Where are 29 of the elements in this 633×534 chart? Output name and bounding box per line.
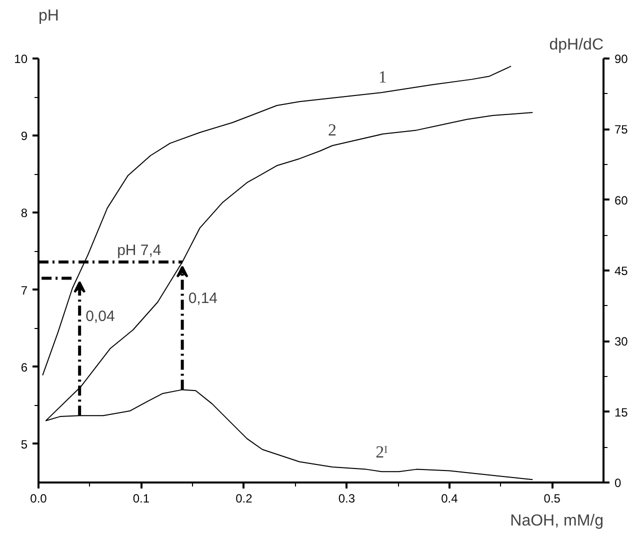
y-tick-label: 9 (20, 129, 28, 144)
series-label: pH 7,4 (117, 242, 162, 260)
y-tick-label: 7 (20, 283, 28, 298)
y2-tick-label: 45 (614, 264, 628, 278)
y2-tick-label: 60 (614, 193, 628, 208)
line-series (42, 66, 512, 376)
annotation: 0,14 (188, 290, 218, 307)
x-tick-label: 0.4 (441, 492, 458, 506)
x-tick-label: 0.1 (132, 492, 150, 506)
x-tick-label: 0.0 (30, 492, 48, 506)
y2-axis-title: dpH/dC (549, 36, 604, 54)
annotation: 0,04 (86, 308, 115, 325)
x-tick-label: 0.5 (544, 492, 561, 506)
y-tick-label: 5 (20, 437, 28, 452)
y-tick-label: 6 (20, 360, 28, 374)
x-tick-label: 0.2 (236, 492, 253, 506)
y2-tick-label: 90 (614, 52, 628, 66)
x-axis-title: NaOH, mM/g (510, 512, 604, 530)
y-tick-label: 8 (20, 206, 28, 220)
y2-tick-label: 30 (614, 334, 628, 349)
y2-tick-label: 15 (614, 405, 628, 420)
series-label: 2 (328, 120, 337, 140)
x-tick-label: 0.3 (338, 492, 356, 506)
y2-tick-label: 75 (614, 122, 628, 137)
y2-tick-label: 0 (614, 476, 622, 490)
y-tick-label: 10 (14, 52, 28, 66)
series-label: 2ᴵ (376, 442, 388, 462)
y-axis-title: pH (38, 8, 59, 24)
series-label: 1 (378, 67, 387, 86)
